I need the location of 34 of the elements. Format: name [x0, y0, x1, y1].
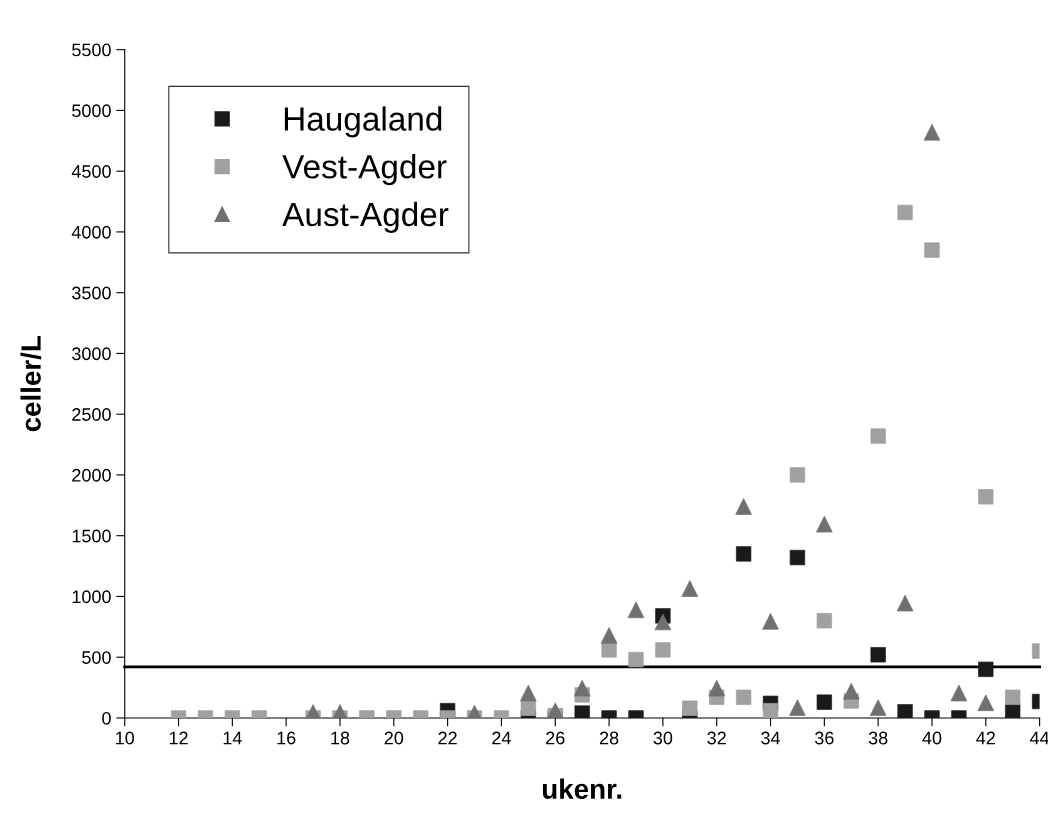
y-tick-label: 1500 — [72, 529, 111, 543]
legend-label: Haugaland — [284, 106, 442, 138]
y-tick-label: 2000 — [72, 468, 111, 482]
x-axis-title: ukenr. — [542, 778, 622, 799]
x-tick-label: 24 — [492, 731, 511, 745]
y-tick-label: 4500 — [71, 165, 111, 178]
x-tick-label: 12 — [169, 731, 188, 745]
x-tick-label: 16 — [277, 731, 296, 745]
x-tick-label: 34 — [761, 731, 781, 745]
x-tick-label: 28 — [599, 731, 619, 745]
y-tick-label: 2500 — [72, 408, 111, 421]
x-tick-label: 26 — [546, 731, 565, 745]
x-tick-label: 18 — [331, 731, 350, 745]
x-tick-label: 30 — [653, 731, 673, 745]
x-tick-label: 32 — [707, 731, 726, 745]
x-tick-label: 38 — [868, 731, 888, 745]
y-tick-label: 3500 — [72, 286, 111, 300]
x-tick-label: 22 — [438, 731, 457, 745]
x-tick-label: 36 — [814, 731, 834, 745]
y-tick-label: 0 — [102, 711, 111, 725]
x-tick-label: 14 — [223, 731, 242, 745]
y-tick-label: 5500 — [72, 43, 111, 57]
x-tick-label: 20 — [384, 731, 404, 745]
y-tick-label: 1000 — [72, 590, 111, 604]
legend-label: Vest-Agder — [282, 154, 447, 186]
y-tick-label: 500 — [82, 651, 111, 664]
x-tick-label: 10 — [116, 731, 135, 745]
y-tick-label: 5000 — [72, 104, 111, 118]
y-tick-label: 4000 — [71, 225, 111, 239]
y-axis-title: celler/L — [20, 336, 42, 432]
x-tick-label: 42 — [976, 731, 995, 745]
x-tick-label: 40 — [922, 731, 942, 745]
y-tick-label: 3000 — [72, 347, 111, 361]
legend-label: Aust-Agder — [282, 201, 449, 233]
